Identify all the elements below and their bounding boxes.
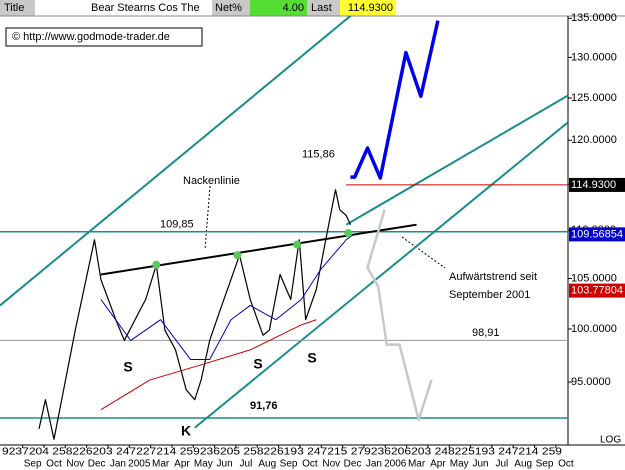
value-annotation: 98,91 xyxy=(472,327,500,339)
copyright-box xyxy=(5,27,203,47)
x-tick-label: Nov xyxy=(322,459,340,470)
y-tick-label: 130.0000 xyxy=(571,51,617,63)
y-tick-label: 105.0000 xyxy=(571,272,617,284)
x-tick-label: Oct xyxy=(558,459,574,470)
header-cell xyxy=(307,0,340,16)
neckline-point xyxy=(233,251,242,260)
x-day-labels: 9237204 258226203 247227214 259236205 25… xyxy=(2,447,563,458)
x-tick-label: Jul xyxy=(240,459,253,470)
price-box xyxy=(569,177,625,192)
value-annotation: 91,76 xyxy=(250,400,278,412)
annotation: September 2001 xyxy=(449,289,530,301)
neckline-point xyxy=(152,260,161,269)
x-tick-label: Oct xyxy=(302,459,318,470)
header-cell xyxy=(0,0,35,16)
annotation: S xyxy=(253,356,262,372)
header-name: Bear Stearns Cos The xyxy=(91,2,200,14)
neckline-point xyxy=(293,240,302,249)
x-tick-label: Aug xyxy=(514,459,532,470)
x-tick-label: Dec xyxy=(344,459,362,470)
header-cell xyxy=(250,0,307,16)
x-tick-label: Apr xyxy=(430,459,446,470)
x-tick-label: 2005 xyxy=(128,459,151,470)
x-tick-label: 2006 xyxy=(384,459,407,470)
header-cell xyxy=(340,0,396,16)
neckline-point xyxy=(344,229,353,238)
x-tick-label: Oct xyxy=(46,459,62,470)
x-tick-label: Jan xyxy=(110,459,126,470)
price-line xyxy=(100,319,317,411)
price-line xyxy=(38,189,351,440)
header-net-value: 4.00 xyxy=(283,2,304,14)
x-tick-label: Mar xyxy=(408,459,426,470)
trend-line xyxy=(0,16,352,307)
x-tick-label: Apr xyxy=(174,459,190,470)
header-last-label: Last xyxy=(311,2,332,14)
x-tick-label: Jul xyxy=(495,459,508,470)
x-tick-label: Jun xyxy=(472,459,488,470)
y-tick-label: 135.0000 xyxy=(571,12,617,24)
x-tick-label: Dec xyxy=(88,459,106,470)
x-tick-label: Jan xyxy=(366,459,382,470)
y-tick-label: 125.0000 xyxy=(571,92,617,104)
price-box xyxy=(569,283,625,298)
header-cell xyxy=(212,0,250,16)
annotation-leader xyxy=(401,236,446,269)
y-tick-label: 120.0000 xyxy=(571,134,617,146)
annotation: Nackenlinie xyxy=(183,175,240,187)
x-tick-label: May xyxy=(450,459,469,470)
price-line xyxy=(366,209,433,422)
copyright: © http://www.godmode-trader.de xyxy=(12,31,170,43)
y-tick-label: 95.0000 xyxy=(571,376,611,388)
x-tick-label: Sep xyxy=(24,459,42,470)
price-box-label: 103.77804 xyxy=(571,285,623,297)
annotation: S xyxy=(123,359,132,375)
scale-label: LOG xyxy=(600,435,621,446)
x-tick-label: Sep xyxy=(536,459,554,470)
price-line xyxy=(350,20,440,180)
x-tick-label: Aug xyxy=(258,459,276,470)
price-box-label: 114.9300 xyxy=(571,179,616,191)
x-tick-label: Mar xyxy=(152,459,170,470)
trend-line xyxy=(345,94,568,226)
trend-line xyxy=(194,121,568,429)
header-last-value: 114.9300 xyxy=(348,2,393,14)
annotation: Aufwärtstrend seit xyxy=(449,271,537,283)
x-tick-label: May xyxy=(194,459,213,470)
plot-area xyxy=(0,16,568,440)
value-annotation: 109,85 xyxy=(160,219,194,231)
x-tick-label: Jun xyxy=(217,459,233,470)
price-line xyxy=(100,234,353,360)
annotation: K xyxy=(181,423,191,439)
price-box xyxy=(569,227,625,242)
x-tick-label: Nov xyxy=(66,459,84,470)
annotation-leader xyxy=(204,185,211,251)
x-tick-label: Sep xyxy=(280,459,298,470)
annotation: S xyxy=(307,350,316,366)
price-box-label: 109.56854 xyxy=(571,228,623,240)
header-net-label: Net% xyxy=(215,2,242,14)
value-annotation: 115,86 xyxy=(302,148,335,160)
header-title-label: Title xyxy=(4,2,24,14)
y-tick-label: 100.0000 xyxy=(571,323,617,335)
